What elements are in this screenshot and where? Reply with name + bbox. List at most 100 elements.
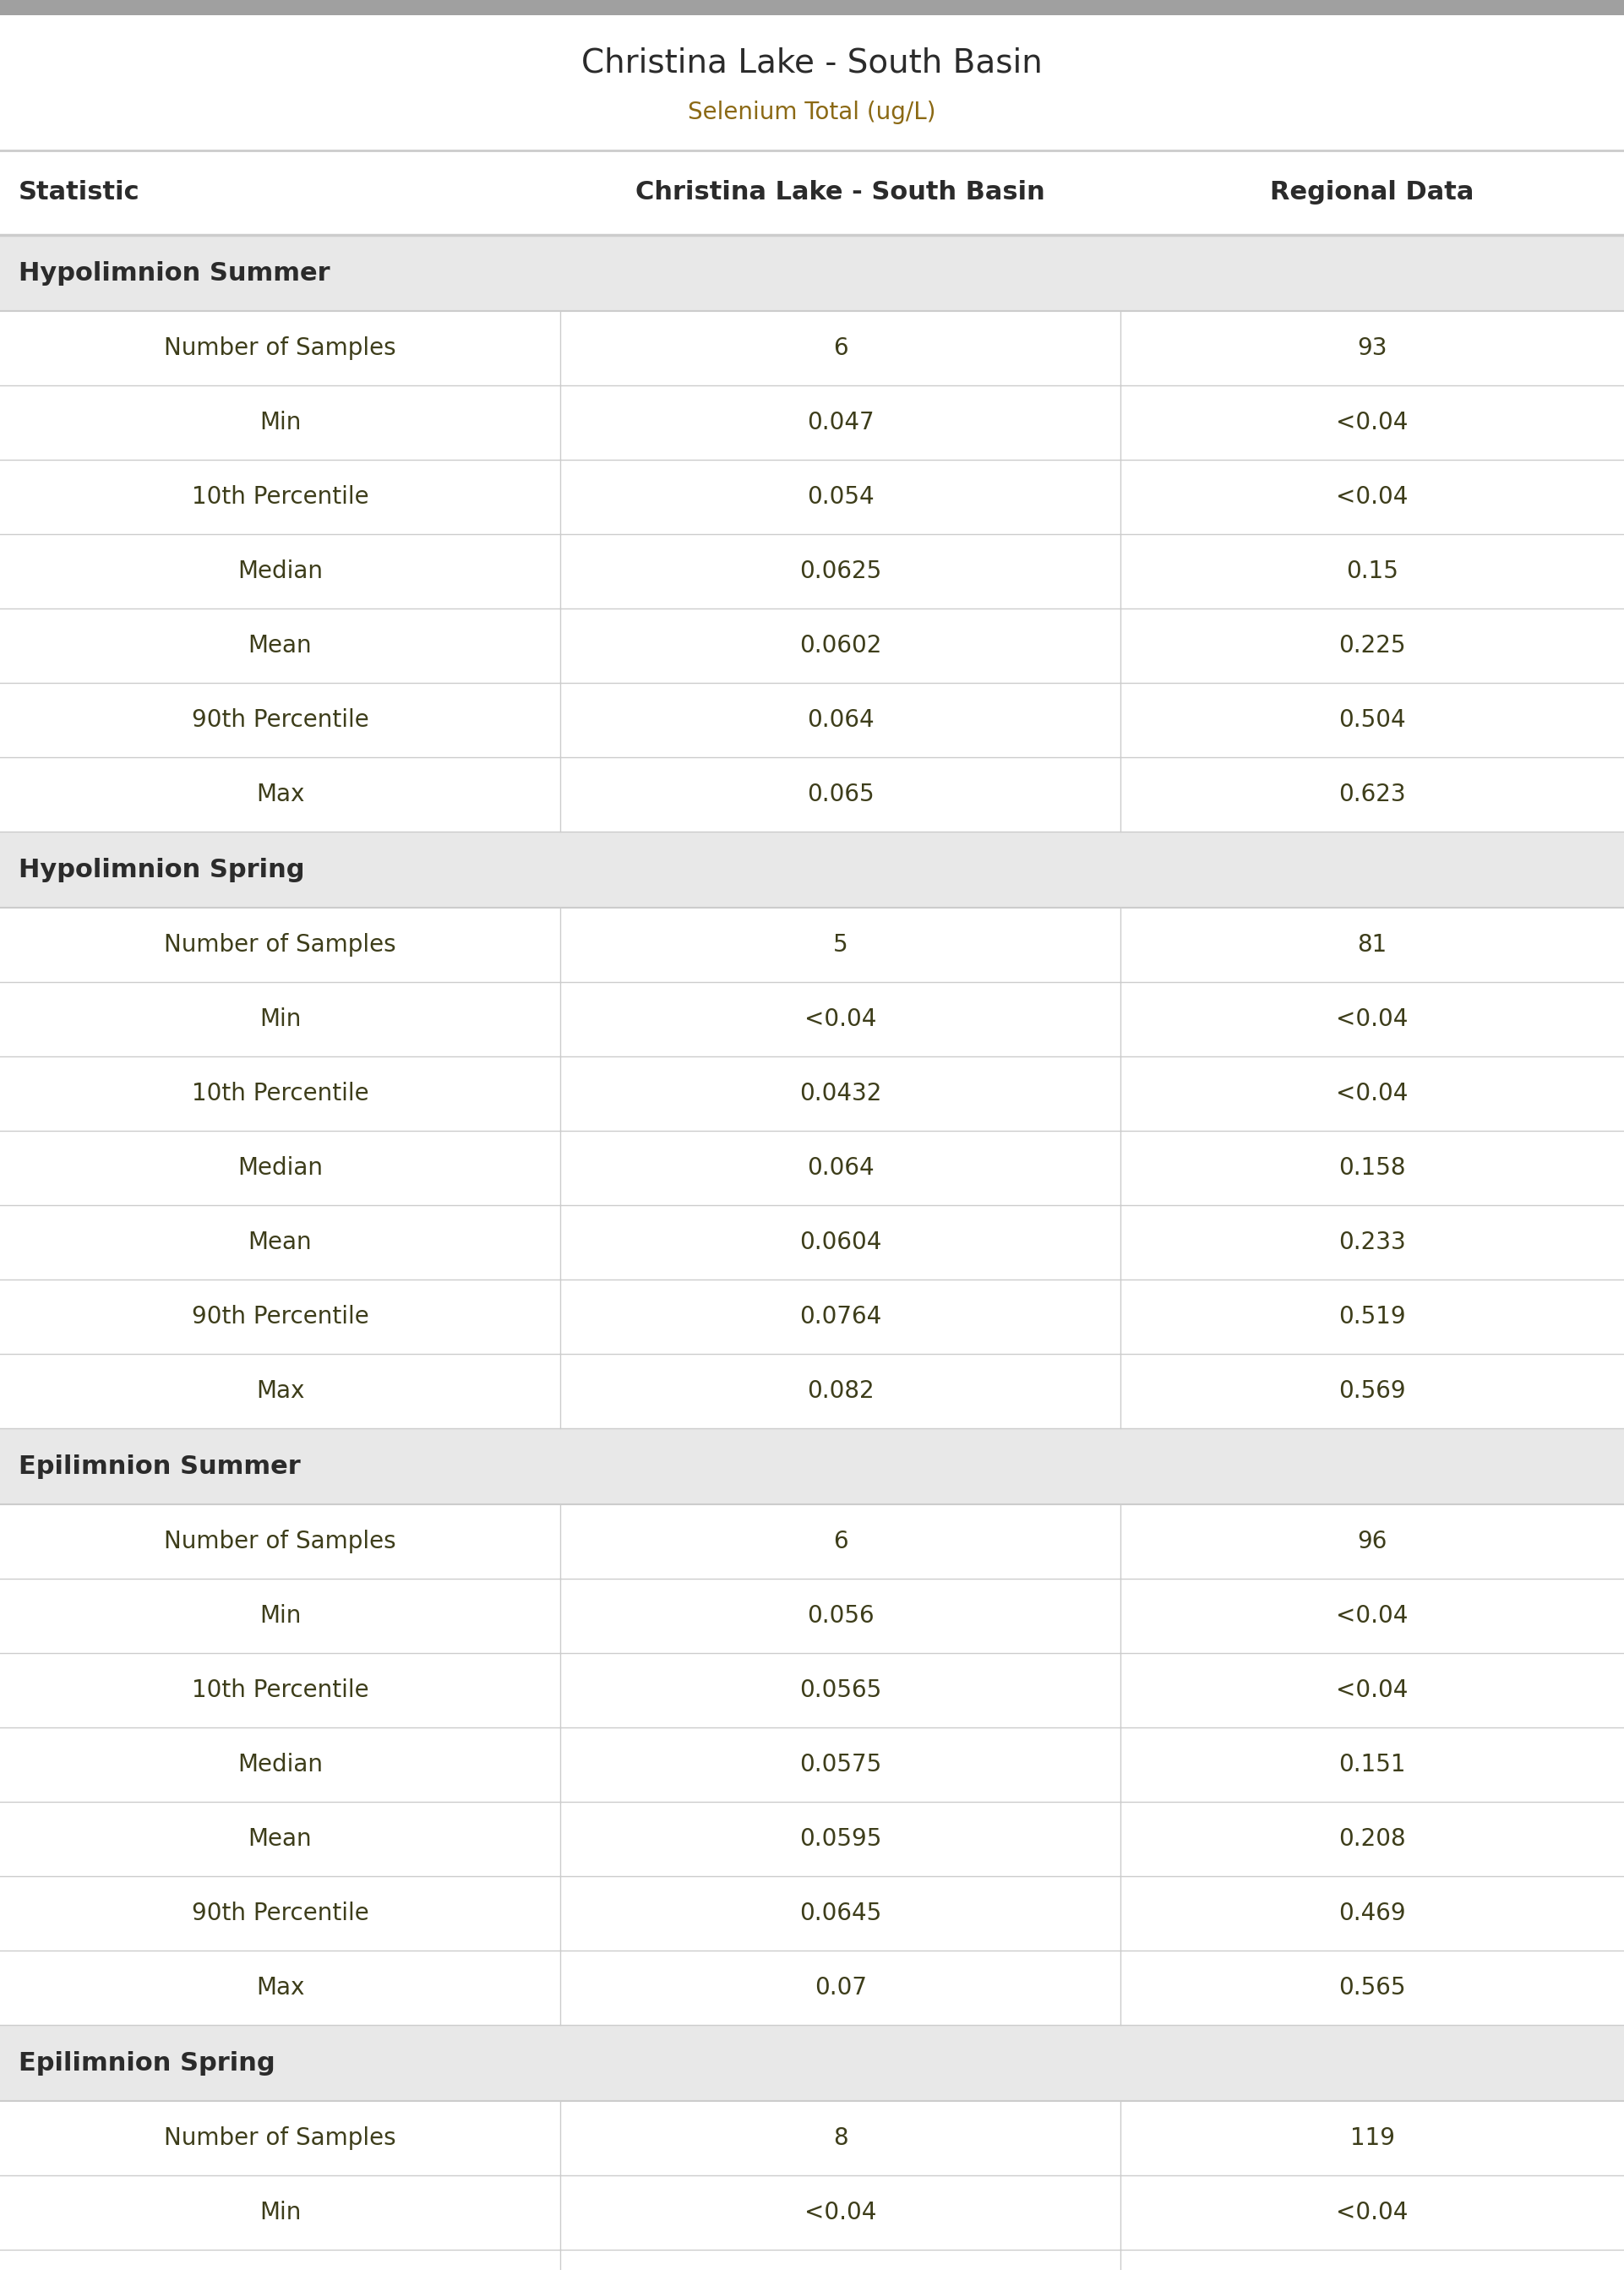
Text: 0.15: 0.15 [1346,558,1398,583]
Bar [0,1130,1624,1205]
Text: Min: Min [260,1008,300,1031]
Bar [0,1056,1624,1130]
Text: 0.569: 0.569 [1338,1380,1406,1403]
Text: 0.054: 0.054 [807,486,874,508]
Bar [0,1653,1624,1727]
Text: Median: Median [237,1155,323,1180]
Text: Min: Min [260,2200,300,2225]
Bar [0,1578,1624,1653]
Bar [0,1950,1624,2025]
Bar [0,2175,1624,2250]
Text: Min: Min [260,1605,300,1628]
Text: Christina Lake - South Basin: Christina Lake - South Basin [635,179,1046,204]
Bar [0,2250,1624,2270]
Bar [0,758,1624,831]
Bar [0,2102,1624,2175]
Text: 0.504: 0.504 [1338,708,1406,731]
Bar [0,1505,1624,1578]
Text: Max: Max [257,1380,304,1403]
Text: <0.04: <0.04 [1337,1678,1408,1702]
Bar [0,983,1624,1056]
Text: 0.064: 0.064 [807,1155,874,1180]
Text: Regional Data: Regional Data [1270,179,1475,204]
Text: 90th Percentile: 90th Percentile [192,1902,369,1925]
Text: Number of Samples: Number of Samples [164,2127,396,2150]
Text: <0.04: <0.04 [1337,1008,1408,1031]
Text: 6: 6 [833,1530,848,1553]
Bar [0,908,1624,983]
Text: 0.047: 0.047 [807,411,874,434]
Text: 10th Percentile: 10th Percentile [192,486,369,508]
Text: 96: 96 [1358,1530,1387,1553]
Text: 0.0565: 0.0565 [799,1678,882,1702]
Bar [0,1727,1624,1802]
Text: Mean: Mean [248,1230,312,1253]
Bar [0,831,1624,908]
Bar [0,1205,1624,1280]
Text: Hypolimnion Summer: Hypolimnion Summer [18,261,330,286]
Text: 0.151: 0.151 [1338,1752,1406,1777]
Text: 0.056: 0.056 [807,1605,874,1628]
Text: 0.065: 0.065 [807,783,874,806]
Text: <0.04: <0.04 [1337,486,1408,508]
Text: 0.0432: 0.0432 [799,1083,882,1105]
Text: 0.623: 0.623 [1338,783,1406,806]
Text: Median: Median [237,1752,323,1777]
Text: Max: Max [257,783,304,806]
Text: 0.0575: 0.0575 [799,1752,882,1777]
Text: Number of Samples: Number of Samples [164,336,396,361]
Text: Mean: Mean [248,1827,312,1850]
Bar [0,608,1624,683]
Text: 0.519: 0.519 [1338,1305,1406,1328]
Text: 0.0595: 0.0595 [799,1827,882,1850]
Bar [0,2025,1624,2102]
Text: <0.04: <0.04 [804,1008,877,1031]
Text: 90th Percentile: 90th Percentile [192,1305,369,1328]
Text: <0.04: <0.04 [1337,1605,1408,1628]
Bar [0,234,1624,311]
Text: 81: 81 [1358,933,1387,956]
Bar [0,1428,1624,1505]
Text: 0.07: 0.07 [814,1975,867,2000]
Text: 0.064: 0.064 [807,708,874,731]
Bar [0,1877,1624,1950]
Text: 0.565: 0.565 [1338,1975,1406,2000]
Text: Christina Lake - South Basin: Christina Lake - South Basin [581,45,1043,79]
Text: 119: 119 [1350,2127,1395,2150]
Bar [0,461,1624,533]
Bar [0,1802,1624,1877]
Text: Min: Min [260,411,300,434]
Text: <0.04: <0.04 [804,2200,877,2225]
Bar [0,1280,1624,1353]
Text: Max: Max [257,1975,304,2000]
Bar [0,533,1624,608]
Text: 0.233: 0.233 [1338,1230,1406,1253]
Text: 0.158: 0.158 [1338,1155,1406,1180]
Bar [0,0,1624,16]
Text: Mean: Mean [248,633,312,658]
Bar [0,1353,1624,1428]
Bar [0,150,1624,234]
Text: 10th Percentile: 10th Percentile [192,1083,369,1105]
Text: 0.0604: 0.0604 [799,1230,882,1253]
Bar [0,16,1624,150]
Text: <0.04: <0.04 [1337,411,1408,434]
Text: Median: Median [237,558,323,583]
Text: <0.04: <0.04 [1337,1083,1408,1105]
Text: 0.0625: 0.0625 [799,558,882,583]
Text: 0.225: 0.225 [1338,633,1406,658]
Text: 0.0764: 0.0764 [799,1305,882,1328]
Text: 0.0645: 0.0645 [799,1902,882,1925]
Text: 0.082: 0.082 [807,1380,874,1403]
Text: 90th Percentile: 90th Percentile [192,708,369,731]
Bar [0,311,1624,386]
Text: Epilimnion Summer: Epilimnion Summer [18,1455,300,1478]
Text: 0.469: 0.469 [1338,1902,1406,1925]
Text: 93: 93 [1358,336,1387,361]
Text: 5: 5 [833,933,848,956]
Text: Number of Samples: Number of Samples [164,1530,396,1553]
Text: Epilimnion Spring: Epilimnion Spring [18,2050,274,2075]
Bar [0,386,1624,461]
Text: 0.0602: 0.0602 [799,633,882,658]
Text: 8: 8 [833,2127,848,2150]
